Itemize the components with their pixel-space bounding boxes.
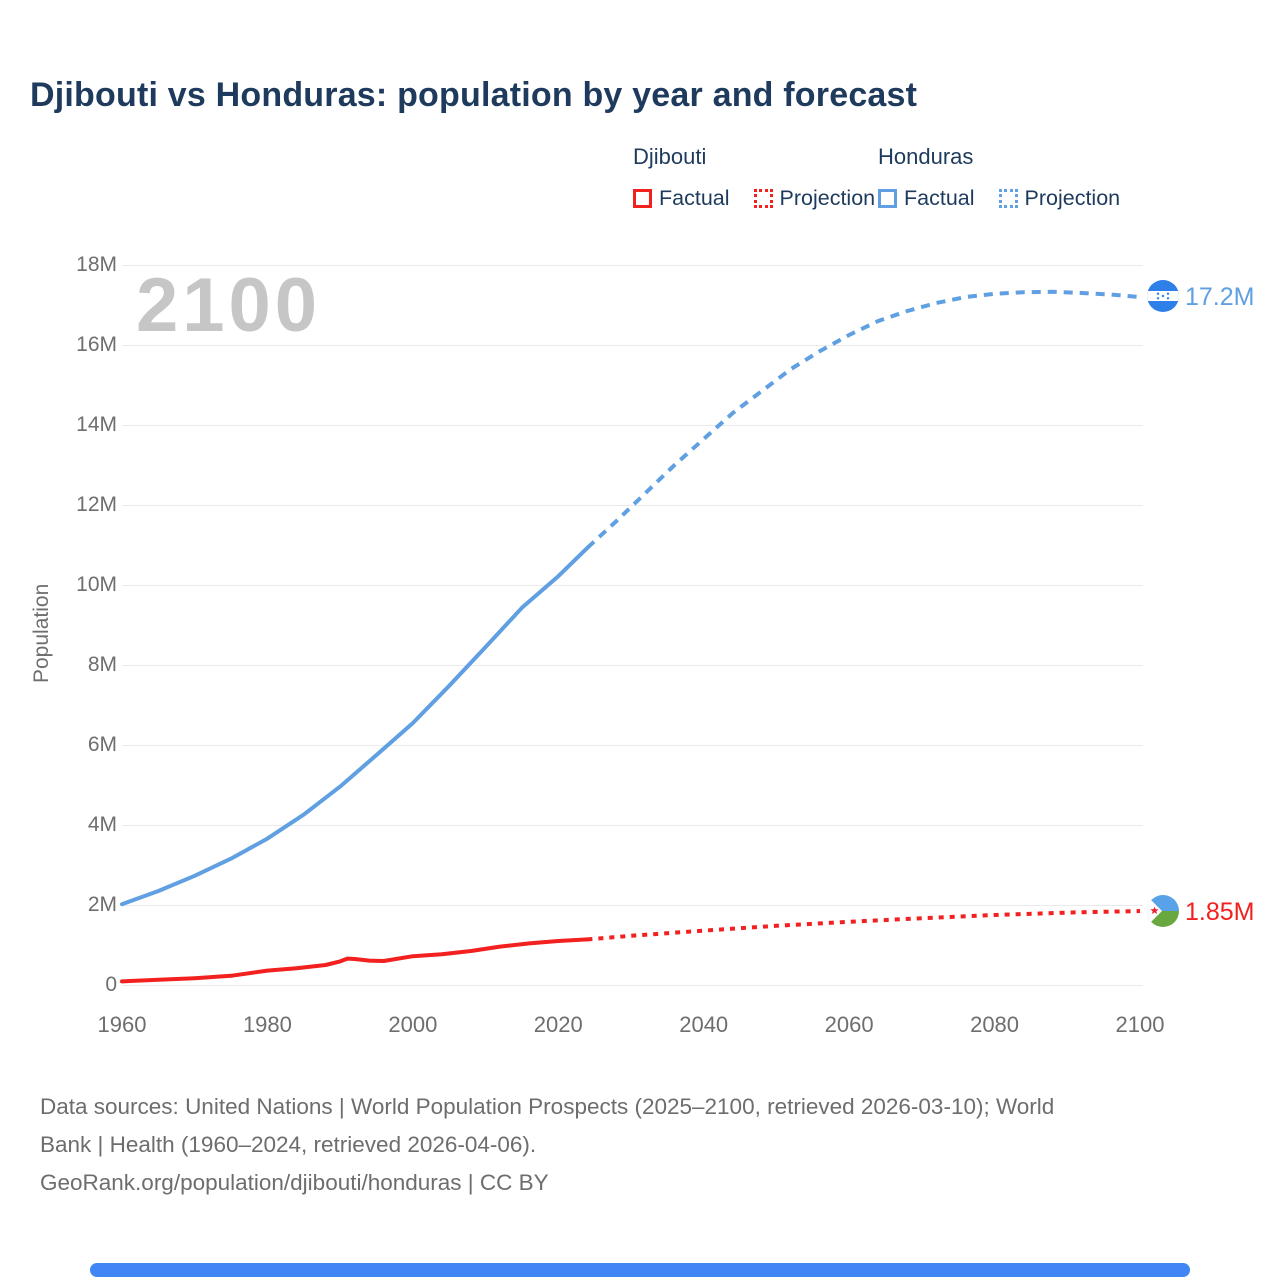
series-djibouti-factual (120, 937, 590, 984)
year-watermark: 2100 (136, 263, 322, 348)
honduras-flag-icon (1147, 280, 1179, 312)
gridline-4M (122, 825, 1143, 826)
gridline-10M (122, 585, 1143, 586)
djibouti-flag-icon (1147, 895, 1179, 927)
y-tick-label: 16M (76, 333, 117, 356)
y-tick-label: 8M (87, 653, 117, 676)
djibouti-projection-label[interactable]: Projection (779, 186, 876, 210)
gridline-14M (122, 425, 1143, 426)
honduras-factual-label[interactable]: Factual (904, 186, 975, 210)
x-tick-label: 2020 (533, 1012, 583, 1037)
gridline-6M (122, 745, 1143, 746)
footer-line: Data sources: United Nations | World Pop… (40, 1094, 1055, 1119)
x-tick-label: 1960 (97, 1012, 147, 1037)
gridline-0 (122, 985, 1143, 986)
y-tick-label: 12M (76, 493, 117, 516)
legend-honduras-header: Honduras (878, 144, 974, 169)
djibouti-factual-swatch-icon[interactable] (633, 189, 652, 208)
series-djibouti-projection (587, 909, 1141, 942)
page-title: Djibouti vs Honduras: population by year… (30, 76, 918, 114)
gridline-16M (122, 345, 1143, 346)
gridline-18M (122, 265, 1143, 266)
honduras-end-value: 17.2M (1185, 283, 1255, 311)
x-tick-label: 2100 (1115, 1012, 1165, 1037)
y-tick-label: 2M (87, 893, 117, 916)
footer-line[interactable]: GeoRank.org/population/djibouti/honduras… (40, 1170, 549, 1195)
y-tick-label: 6M (87, 733, 117, 756)
djibouti-factual-label[interactable]: Factual (659, 186, 730, 210)
honduras-factual-swatch-icon[interactable] (878, 189, 897, 208)
data-sources-footer: Data sources: United Nations | World Pop… (40, 1088, 1240, 1202)
djibouti-end-value: 1.85M (1185, 898, 1255, 926)
y-tick-label: 10M (76, 573, 117, 596)
y-tick-label: 18M (76, 253, 117, 276)
series-honduras-factual (120, 545, 590, 907)
x-tick-label: 2080 (970, 1012, 1020, 1037)
series-honduras-projection (586, 289, 1141, 550)
legend-honduras-row: Factual Projection (878, 186, 1120, 211)
honduras-projection-swatch-icon[interactable] (998, 189, 1018, 208)
gridline-8M (122, 665, 1143, 666)
honduras-projection-label[interactable]: Projection (1024, 186, 1121, 210)
y-tick-label: 14M (76, 413, 117, 436)
gridline-12M (122, 505, 1143, 506)
x-tick-label: 2000 (388, 1012, 438, 1037)
djibouti-projection-swatch-icon[interactable] (753, 189, 773, 208)
x-tick-label: 2060 (824, 1012, 874, 1037)
y-tick-label: 4M (87, 813, 117, 836)
x-tick-label: 1980 (242, 1012, 292, 1037)
x-tick-label: 2040 (679, 1012, 729, 1037)
legend-djibouti-header: Djibouti (633, 144, 707, 169)
timeline-progress-bar[interactable] (90, 1263, 1190, 1277)
legend-djibouti-row: Factual Projection (633, 186, 875, 211)
y-tick-label: 0 (105, 973, 117, 996)
gridline-2M (122, 905, 1143, 906)
footer-line: Bank | Health (1960–2024, retrieved 2026… (40, 1132, 537, 1157)
